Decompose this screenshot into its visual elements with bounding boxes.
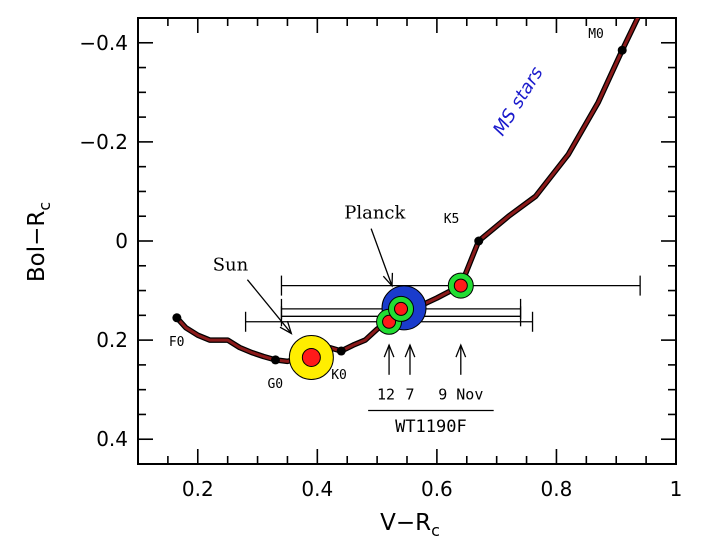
y-tick-label: 0.2: [96, 328, 128, 352]
spectral-type-dot: [336, 346, 346, 356]
date-arrow-head: [455, 343, 467, 358]
x-tick-label: 0.8: [541, 477, 573, 501]
date-label: 7: [405, 386, 414, 404]
y-tick-label: −0.2: [79, 130, 128, 154]
spectral-type-label: K0: [331, 368, 347, 383]
date-label: 9 Nov: [438, 386, 483, 404]
spectral-type-label: G0: [267, 377, 283, 392]
y-axis-label: Bol−Rc: [24, 202, 54, 282]
x-tick-label: 0.6: [421, 477, 453, 501]
error-bar-layer: [244, 275, 641, 332]
planck-label: Planck: [344, 203, 406, 224]
axis-ticks: 0.2 0.4 0.6 0.8 1 −0.4 −0.2 0 0.2 0.4: [79, 17, 683, 501]
sun-marker-center: [301, 347, 321, 367]
sun-label: Sun: [213, 255, 249, 276]
spectral-type-dot: [270, 355, 280, 365]
main-sequence-layer: F0 G0 K0 K5 M0: [169, 18, 641, 392]
x-axis-label: V−Rc: [380, 510, 440, 540]
wt1190f-label: WT1190F: [395, 417, 467, 437]
date-arrow-head: [404, 343, 416, 358]
main-sequence-curve: [175, 18, 640, 363]
date-label: 12: [377, 386, 395, 404]
x-tick-label: 0.4: [301, 477, 333, 501]
marker-layer: [288, 272, 474, 380]
y-tick-label: 0.4: [96, 427, 128, 451]
wt1190f-point-center: [453, 278, 468, 293]
spectral-type-label: F0: [169, 335, 185, 350]
y-tick-label: 0: [115, 229, 128, 253]
spectral-type-label: K5: [444, 212, 460, 227]
spectral-type-dot: [617, 45, 627, 55]
planck-arrow: [370, 228, 393, 287]
y-tick-label: −0.4: [79, 31, 128, 55]
x-tick-label: 0.2: [182, 477, 214, 501]
annotation-layer: MS stars Sun Planck 12 7 9 Nov WT1190F: [213, 63, 548, 437]
spectral-type-dot: [474, 236, 484, 246]
sun-arrow-head: [279, 320, 293, 335]
ms-stars-label: MS stars: [489, 63, 548, 139]
date-arrow-head: [383, 343, 395, 358]
wt1190f-point-center: [394, 301, 409, 316]
spectral-type-dot: [172, 313, 182, 323]
x-tick-label: 1: [670, 477, 683, 501]
planck-arrow-head: [382, 272, 394, 288]
spectral-type-label: M0: [588, 27, 604, 42]
sun-arrow: [246, 279, 292, 334]
